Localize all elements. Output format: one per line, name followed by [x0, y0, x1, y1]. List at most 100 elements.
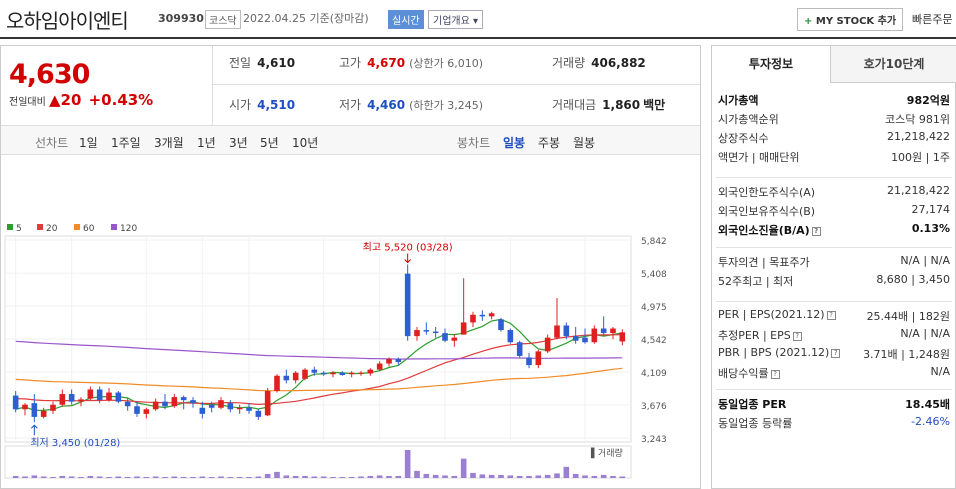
candle-chart-label: 봉차트 — [457, 136, 491, 150]
info-value: 982억원 — [906, 94, 950, 107]
low-annotation: 최저 3,450 (01/28) — [30, 437, 120, 449]
y-tick-label: 5,842 — [641, 237, 667, 247]
info-value: 3.71배 | 1,248원 — [863, 348, 950, 361]
volume-bar — [78, 476, 84, 478]
volume-bar — [535, 475, 542, 478]
low-price: 저가 4,460 (하한가 3,245) — [339, 96, 483, 113]
tab-weekly[interactable]: 주봉 — [538, 136, 561, 150]
candle-body — [600, 328, 607, 334]
amount-value: 1,860 — [602, 98, 641, 112]
info-label: 동일업종 PER — [718, 398, 787, 411]
tab-orderbook[interactable]: 호가10단계 — [830, 46, 956, 83]
volume-bar — [554, 473, 560, 478]
candle-body — [68, 394, 75, 402]
candle-body — [134, 406, 140, 414]
candle-body — [432, 331, 439, 334]
open-price: 시가 4,510 — [229, 96, 295, 113]
candle-body — [479, 314, 486, 317]
divider — [213, 84, 700, 85]
tab-daily[interactable]: 일봉 — [503, 136, 526, 150]
candle-body — [488, 313, 495, 317]
volume-bar — [516, 475, 523, 478]
volume-frame — [4, 445, 632, 479]
tab-1d[interactable]: 1일 — [79, 136, 98, 150]
legend-label: 60 — [83, 224, 95, 234]
volume-bar — [311, 476, 318, 478]
candle-body — [358, 372, 364, 374]
info-value: 코스닥 981위 — [885, 113, 950, 126]
y-tick-label: 4,975 — [641, 303, 667, 313]
candle-body — [292, 372, 299, 381]
live-badge[interactable]: 실시간 — [388, 10, 424, 29]
volume-bar — [264, 473, 271, 478]
axis-ticks: 5,8425,4084,9754,5424,1093,6763,24301/25… — [641, 237, 667, 445]
volume-bar — [12, 475, 19, 478]
chart-legend: 5 20 60 120 — [7, 224, 137, 234]
volume-bar — [526, 475, 532, 478]
volume-bar — [460, 458, 467, 478]
tab-monthly[interactable]: 월봉 — [573, 136, 596, 150]
info-label: 추정PER | EPS? — [718, 327, 802, 343]
help-icon[interactable]: ? — [770, 369, 780, 379]
info-value: 21,218,422 — [887, 184, 950, 197]
y-tick-label: 5,408 — [641, 270, 667, 280]
help-icon[interactable]: ? — [826, 310, 836, 320]
candle-body — [190, 400, 196, 404]
volume-bar — [582, 475, 588, 478]
candle-body — [199, 407, 206, 414]
help-icon[interactable]: ? — [831, 348, 841, 358]
info-label: PBR | BPS (2021.12)? — [718, 346, 841, 359]
tab-3y[interactable]: 3년 — [229, 136, 248, 150]
candle-body — [554, 325, 560, 338]
candle-body — [498, 319, 504, 331]
high-arrow-icon — [404, 253, 412, 264]
volume-bar — [395, 475, 402, 478]
volume-bar — [498, 474, 504, 478]
legend-swatch — [111, 224, 117, 230]
help-icon[interactable]: ? — [811, 226, 821, 236]
info-row: 상장주식수 21,218,422 — [718, 130, 950, 148]
info-label: 상장주식수 — [718, 132, 769, 145]
info-row: 동일업종 등락률 -2.46% — [718, 415, 950, 433]
tab-1w[interactable]: 1주일 — [111, 136, 141, 150]
volume-bar — [152, 476, 159, 478]
legend-label: 120 — [120, 224, 137, 234]
legend-swatch — [7, 224, 13, 230]
candle-body — [152, 401, 159, 410]
tab-1y[interactable]: 1년 — [197, 136, 216, 150]
candle-body — [516, 342, 523, 356]
candle-body — [96, 389, 103, 401]
ma-line-120 — [15, 340, 623, 360]
volume-bar — [274, 471, 280, 478]
tab-5y[interactable]: 5년 — [260, 136, 279, 150]
volume-bar — [106, 476, 112, 478]
stock-name[interactable]: 오하임아이엔티 — [6, 9, 129, 33]
tab-10y[interactable]: 10년 — [292, 136, 319, 150]
quick-order-link[interactable]: 빠른주문 — [912, 13, 953, 26]
volume-bar — [115, 476, 122, 478]
mystock-add-button[interactable]: + MY STOCK 추가 — [797, 8, 904, 31]
candle-body — [171, 397, 178, 407]
volume-bar — [479, 474, 486, 478]
candle-body — [274, 375, 280, 391]
info-value: 18.45배 — [905, 398, 950, 411]
candlestick-chart[interactable]: 5 20 60 120 ▌거래량 5,842 5,408 4,975 4,542 4,109 3… — [1, 156, 700, 489]
company-overview-button[interactable]: 기업개요 ▾ — [428, 10, 484, 29]
volume-bar — [348, 476, 355, 478]
volume-bar — [386, 475, 392, 478]
candle-body — [59, 394, 66, 405]
tab-3m[interactable]: 3개월 — [154, 136, 184, 150]
candle-body — [311, 369, 318, 373]
candle-body — [507, 330, 514, 343]
volume-bar — [180, 476, 187, 478]
tab-invest-info[interactable]: 투자정보 — [712, 46, 830, 83]
info-row: 시가총액 982억원 — [718, 92, 950, 110]
high-label: 고가 — [339, 56, 362, 70]
header-divider — [0, 37, 956, 39]
info-value: 27,174 — [911, 203, 951, 216]
y-tick-label: 3,243 — [641, 435, 667, 445]
candle-body — [367, 369, 374, 374]
candle-body — [544, 337, 551, 352]
candle-body — [442, 333, 448, 341]
help-icon[interactable]: ? — [792, 331, 802, 341]
